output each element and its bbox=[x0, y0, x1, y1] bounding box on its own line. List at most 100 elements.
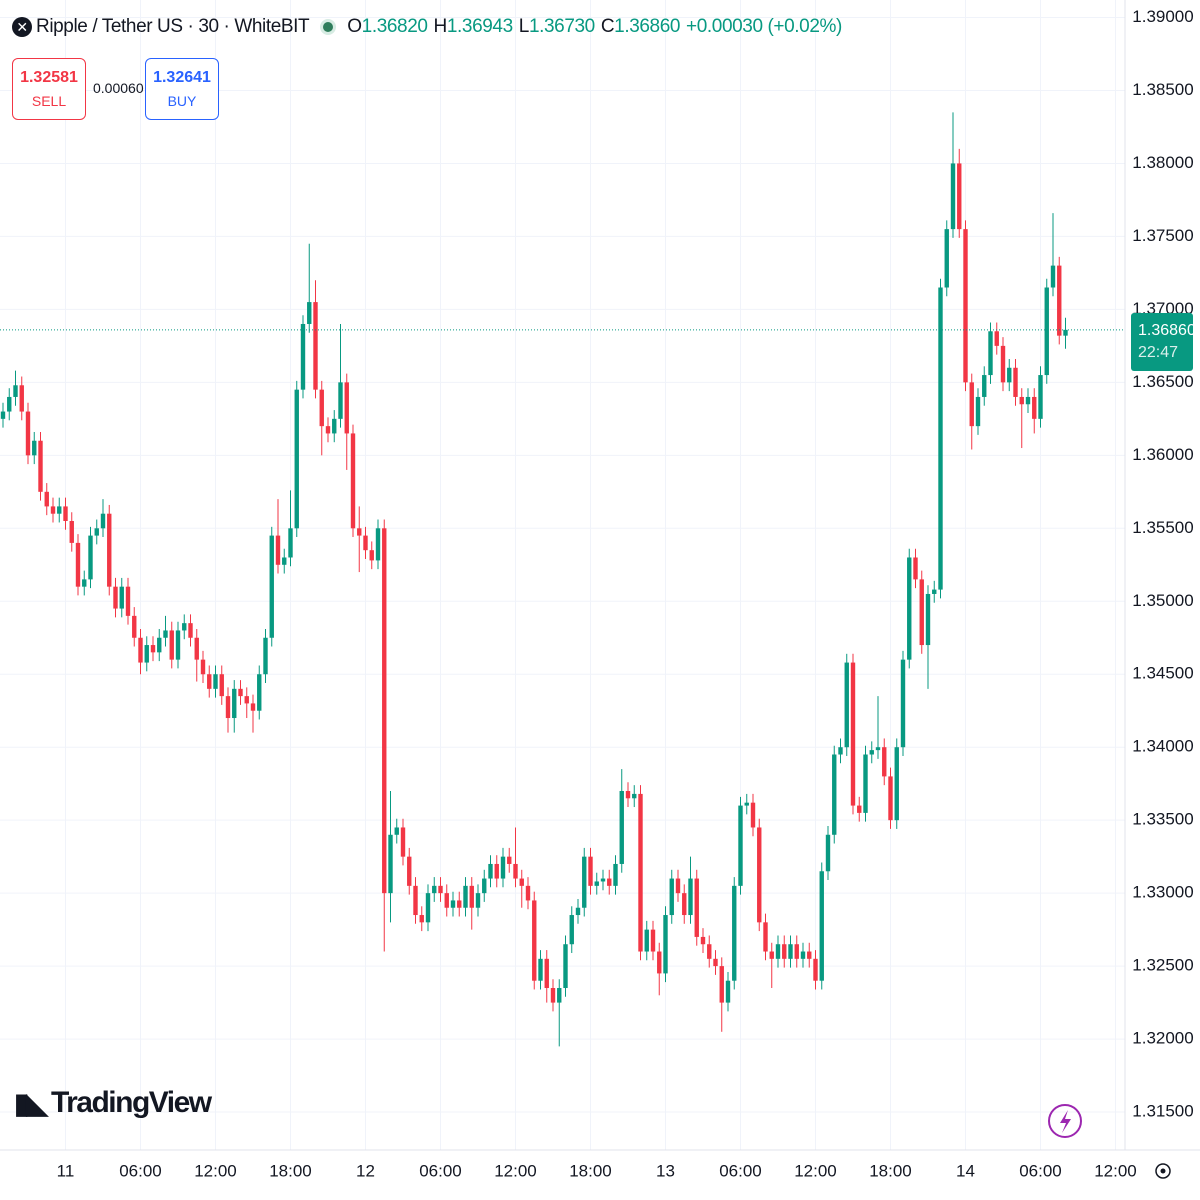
candle-body bbox=[575, 907, 581, 916]
x-tick-label: 12:00 bbox=[494, 1161, 537, 1180]
candle-body bbox=[888, 776, 893, 821]
candle-body bbox=[863, 754, 868, 813]
candle-body bbox=[150, 645, 156, 653]
candle-body bbox=[682, 893, 687, 916]
y-tick-label: 1.36500 bbox=[1132, 372, 1193, 391]
settings-icon-dot bbox=[1160, 1168, 1166, 1174]
candle-body bbox=[669, 878, 674, 916]
ohlc-l: L1.36730 bbox=[519, 16, 595, 38]
sell-button[interactable]: 1.32581 SELL bbox=[12, 58, 86, 120]
y-tick-label: 1.36000 bbox=[1132, 445, 1193, 464]
candle-body bbox=[44, 491, 49, 507]
candle-body bbox=[282, 557, 287, 565]
candle-body bbox=[975, 396, 981, 427]
candle-body bbox=[694, 878, 699, 937]
logo-mark: ▮◣ bbox=[14, 1087, 48, 1119]
candle-body bbox=[1038, 375, 1043, 419]
candle-body bbox=[94, 528, 99, 536]
buy-label: BUY bbox=[167, 93, 197, 109]
candle-body bbox=[332, 418, 337, 434]
buy-button[interactable]: 1.32641 BUY bbox=[145, 58, 219, 120]
candle-body bbox=[869, 750, 874, 755]
settings-icon[interactable] bbox=[1155, 1163, 1171, 1179]
candle-body bbox=[700, 936, 706, 945]
candle-body bbox=[63, 506, 68, 522]
candle-body bbox=[57, 506, 62, 514]
y-tick-label: 1.33500 bbox=[1132, 810, 1193, 829]
candle-body bbox=[457, 900, 462, 908]
candle-body bbox=[707, 944, 712, 959]
candle-body bbox=[819, 871, 824, 981]
symbol-icon: ✕ bbox=[12, 17, 32, 37]
candle-body bbox=[175, 630, 181, 660]
alert-icon[interactable] bbox=[1048, 1104, 1082, 1138]
candle-body bbox=[275, 535, 281, 565]
candle-body bbox=[1050, 265, 1056, 288]
candle-body bbox=[825, 834, 831, 872]
candle-body bbox=[663, 915, 668, 974]
candle-body bbox=[1044, 287, 1049, 376]
candle-body bbox=[413, 885, 418, 916]
y-tick-label: 1.32500 bbox=[1132, 956, 1193, 975]
y-tick-label: 1.33000 bbox=[1132, 883, 1193, 902]
sell-price: 1.32581 bbox=[20, 69, 78, 86]
candle-body bbox=[550, 988, 556, 1003]
candle-body bbox=[244, 696, 249, 704]
candle-body bbox=[600, 878, 606, 882]
candle-body bbox=[794, 944, 799, 959]
candle-body bbox=[350, 433, 356, 529]
y-tick-label: 1.38500 bbox=[1132, 80, 1193, 99]
buy-price: 1.32641 bbox=[153, 69, 211, 86]
candle-body bbox=[932, 589, 937, 594]
candle-body bbox=[144, 645, 149, 663]
candle-body bbox=[88, 535, 93, 580]
y-tick-label: 1.34000 bbox=[1132, 737, 1193, 756]
candle-body bbox=[513, 863, 518, 879]
candle-body bbox=[394, 827, 399, 835]
candle-body bbox=[113, 586, 118, 609]
candle-body bbox=[632, 793, 637, 799]
candle-body bbox=[182, 623, 187, 631]
candle-body bbox=[269, 535, 274, 638]
candle-body bbox=[344, 382, 349, 434]
candle-body bbox=[494, 863, 499, 879]
candle-body bbox=[488, 863, 493, 879]
candle-body bbox=[1057, 265, 1062, 336]
x-tick-label: 18:00 bbox=[569, 1161, 612, 1180]
y-tick-label: 1.32000 bbox=[1132, 1029, 1193, 1048]
candle-body bbox=[838, 747, 843, 755]
candle-body bbox=[1000, 345, 1006, 383]
candle-body bbox=[850, 662, 856, 806]
candle-body bbox=[32, 440, 37, 456]
candle-body bbox=[775, 944, 781, 959]
last-price: 1.36860 bbox=[1138, 321, 1196, 339]
candle-body bbox=[519, 878, 524, 886]
sell-label: SELL bbox=[31, 93, 67, 109]
candle-body bbox=[1019, 396, 1024, 405]
x-tick-label: 06:00 bbox=[419, 1161, 462, 1180]
countdown: 22:47 bbox=[1138, 343, 1179, 361]
candle-body bbox=[788, 944, 793, 959]
y-tick-label: 1.34500 bbox=[1132, 664, 1193, 683]
candle-body bbox=[100, 513, 106, 529]
candle-body bbox=[944, 229, 949, 288]
candle-body bbox=[638, 793, 643, 952]
logo-text: TradingView bbox=[50, 1086, 212, 1119]
candle-body bbox=[619, 790, 624, 864]
candle-body bbox=[194, 637, 199, 660]
candle-body bbox=[882, 747, 887, 777]
candle-body bbox=[157, 637, 162, 653]
candle-body bbox=[313, 302, 318, 390]
y-tick-label: 1.35000 bbox=[1132, 591, 1193, 610]
candle-body bbox=[875, 747, 881, 751]
candle-body bbox=[807, 951, 812, 959]
tradingview-logo[interactable]: ▮◣ TradingView bbox=[14, 1086, 212, 1120]
candle-body bbox=[607, 878, 612, 886]
candle-body bbox=[82, 579, 87, 587]
candle-body bbox=[444, 893, 449, 908]
candle-body bbox=[557, 988, 562, 1003]
candle-body bbox=[188, 623, 193, 638]
candle-body bbox=[382, 528, 387, 894]
last-price-label: 1.36860 22:47 bbox=[1131, 312, 1196, 371]
candle-body bbox=[582, 856, 587, 908]
